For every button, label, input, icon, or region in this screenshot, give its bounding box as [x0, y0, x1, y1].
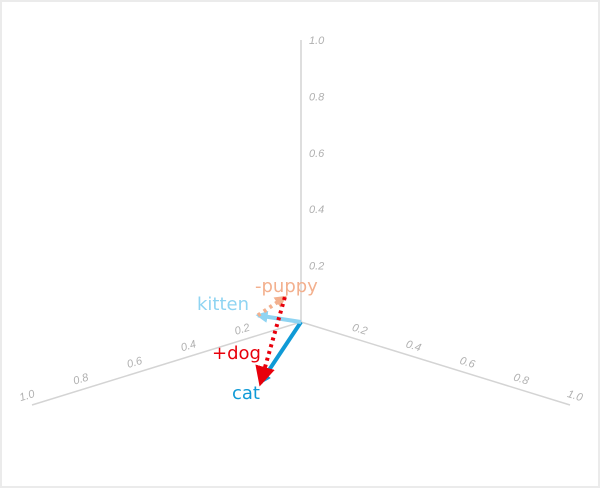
tick-label-vertical: 1.0 [309, 35, 325, 47]
vector-dog [255, 296, 287, 387]
label-cat: cat [232, 383, 260, 404]
tick-label-vertical: 0.6 [309, 148, 325, 160]
axis-left [31, 321, 302, 406]
tick-label-left: 0.4 [179, 338, 197, 354]
label-kitten: kitten [197, 294, 249, 315]
tick-label-vertical: 0.4 [309, 204, 324, 216]
tick-label-vertical: 0.8 [309, 91, 325, 103]
tick-label-left: 0.8 [72, 371, 91, 387]
tick-label-left: 0.6 [126, 355, 145, 371]
tick-label-right: 0.6 [458, 355, 477, 371]
tick-label-right: 1.0 [566, 388, 585, 404]
tick-label-left: 0.2 [233, 322, 251, 338]
label-dog: +dog [212, 343, 261, 364]
tick-label-right: 0.4 [404, 338, 422, 354]
vector-puppy [256, 295, 287, 318]
vector-cat [258, 320, 303, 385]
tick-label-right: 0.2 [351, 322, 369, 338]
tick-label-right: 0.8 [512, 372, 531, 388]
label-puppy: -puppy [255, 276, 318, 297]
axis-right [300, 321, 571, 406]
tick-label-vertical: 0.2 [309, 261, 324, 273]
tick-label-left: 1.0 [18, 388, 37, 404]
